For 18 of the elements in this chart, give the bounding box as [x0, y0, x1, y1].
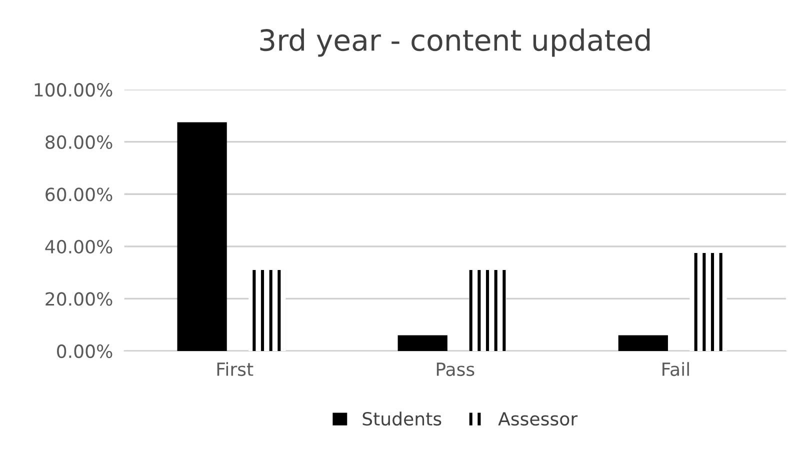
x-tick-label: Fail: [662, 362, 689, 376]
bar: [398, 335, 448, 351]
y-tick-label: 80.00%: [46, 135, 112, 149]
bar: [618, 335, 668, 351]
x-tick-label: Pass: [436, 362, 474, 376]
legend-label: Assessor: [498, 412, 578, 426]
y-tick-label: 0.00%: [57, 344, 112, 358]
legend-label: Students: [362, 412, 442, 426]
y-tick-label: 60.00%: [46, 188, 112, 202]
bar: [177, 122, 227, 351]
chart-title: 3rd year - content updated: [260, 28, 650, 57]
y-tick-label: 40.00%: [45, 240, 112, 254]
x-tick-label: First: [217, 362, 254, 376]
bar: [690, 252, 727, 351]
y-tick-label: 100.00%: [34, 83, 112, 97]
y-tick-label: 20.00%: [46, 292, 112, 306]
bar: [248, 270, 286, 351]
bar: [469, 270, 506, 351]
